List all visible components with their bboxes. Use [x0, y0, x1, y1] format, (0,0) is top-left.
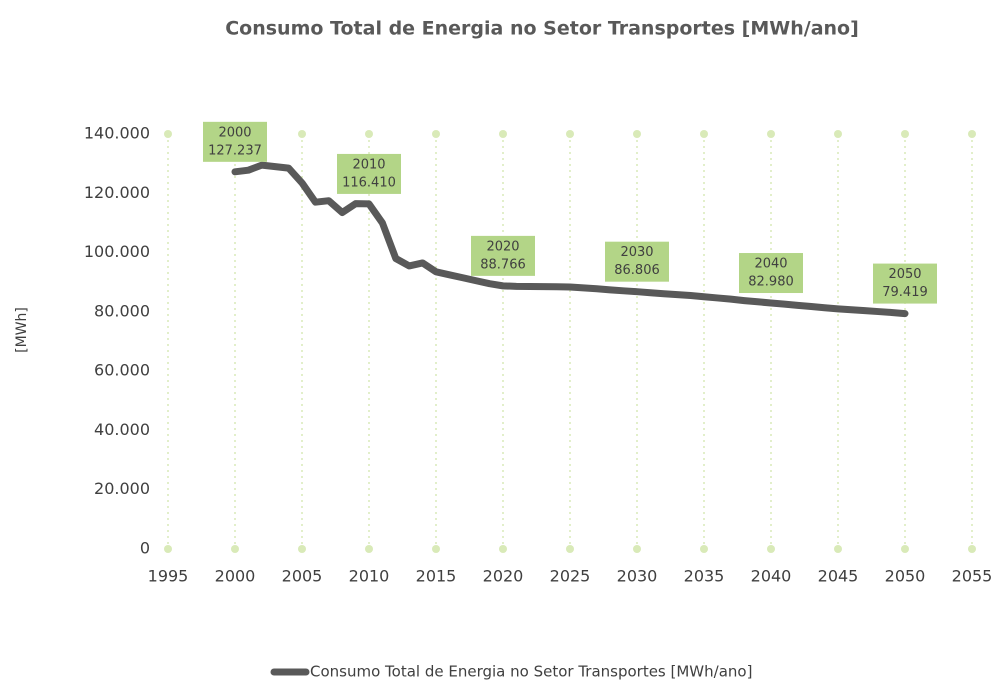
- y-tick-label: 100.000: [84, 242, 150, 261]
- legend-label: Consumo Total de Energia no Setor Transp…: [310, 663, 752, 681]
- x-tick-label: 1995: [148, 567, 189, 586]
- data-label-box: [337, 153, 401, 194]
- x-tick-label: 2005: [282, 567, 323, 586]
- grid-dot: [767, 130, 775, 138]
- data-label-x: 2010: [352, 157, 385, 172]
- grid-dot: [499, 130, 507, 138]
- data-label-box: [471, 235, 535, 276]
- x-tick-label: 2040: [751, 567, 792, 586]
- x-tick-label: 2030: [617, 567, 658, 586]
- x-tick-label: 2045: [818, 567, 859, 586]
- grid-dot: [767, 545, 775, 553]
- grid-dot: [834, 545, 842, 553]
- data-label-x: 2040: [754, 257, 787, 272]
- grid-dot: [700, 130, 708, 138]
- grid-dot: [365, 545, 373, 553]
- y-tick-label: 0: [140, 539, 150, 558]
- grid-dot: [164, 130, 172, 138]
- y-tick-label: 140.000: [84, 124, 150, 143]
- x-tick-label: 2050: [885, 567, 926, 586]
- grid-dot: [432, 130, 440, 138]
- data-label: 116.410: [342, 175, 396, 190]
- data-label-x: 2020: [486, 239, 519, 254]
- x-tick-label: 2025: [550, 567, 591, 586]
- data-label-x: 2030: [620, 245, 653, 260]
- grid-dot: [164, 545, 172, 553]
- grid-dot: [298, 545, 306, 553]
- grid-dot: [834, 130, 842, 138]
- grid-dot: [432, 545, 440, 553]
- grid-dot: [566, 545, 574, 553]
- grid-dot: [901, 130, 909, 138]
- y-tick-label: 80.000: [94, 301, 150, 320]
- x-tick-label: 2000: [215, 567, 256, 586]
- y-tick-label: 60.000: [94, 361, 150, 380]
- grid-dot: [700, 545, 708, 553]
- grid-dot: [566, 130, 574, 138]
- data-label-box: [203, 121, 267, 162]
- data-label-x: 2050: [888, 267, 921, 282]
- grid-dot: [365, 130, 373, 138]
- x-tick-label: 2010: [349, 567, 390, 586]
- y-axis-label: [MWh]: [14, 307, 30, 353]
- grid-dot: [968, 130, 976, 138]
- y-tick-label: 120.000: [84, 183, 150, 202]
- y-tick-label: 40.000: [94, 420, 150, 439]
- grid-dot: [968, 545, 976, 553]
- grid-dot: [633, 545, 641, 553]
- grid-dot: [901, 545, 909, 553]
- grid-dot: [633, 130, 641, 138]
- y-tick-label: 20.000: [94, 479, 150, 498]
- data-label-box: [873, 263, 937, 304]
- x-tick-label: 2020: [483, 567, 524, 586]
- data-label-x: 2000: [218, 125, 251, 140]
- data-label: 127.237: [208, 143, 262, 158]
- x-tick-label: 2035: [684, 567, 725, 586]
- grid-dot: [231, 545, 239, 553]
- x-tick-label: 2055: [952, 567, 993, 586]
- chart-title: Consumo Total de Energia no Setor Transp…: [225, 18, 859, 40]
- grid-dot: [499, 545, 507, 553]
- data-label-box: [605, 241, 669, 282]
- data-label: 88.766: [480, 257, 526, 272]
- x-tick-label: 2015: [416, 567, 457, 586]
- data-label: 82.980: [748, 275, 794, 290]
- line: [231, 161, 909, 318]
- data-label: 79.419: [882, 285, 928, 300]
- grid-dot: [298, 130, 306, 138]
- data-label: 86.806: [614, 263, 660, 278]
- data-label-box: [739, 253, 803, 294]
